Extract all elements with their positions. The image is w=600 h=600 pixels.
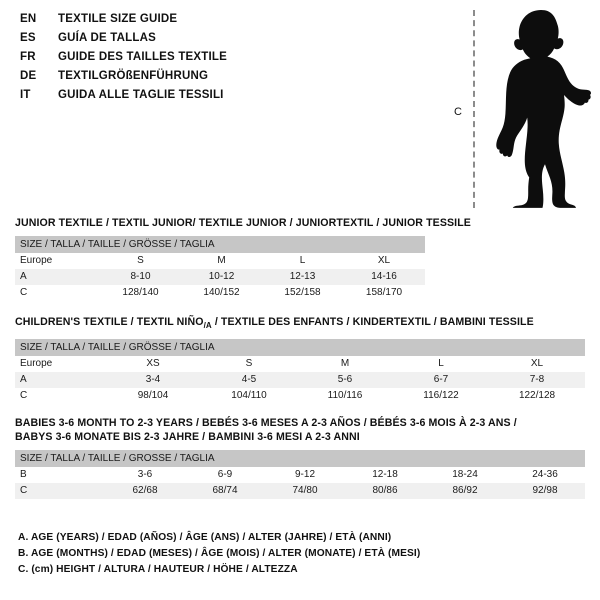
table-cell: 3-4	[105, 372, 201, 389]
section-title-children: CHILDREN'S TEXTILE / TEXTIL NIÑO/A / TEX…	[15, 315, 585, 333]
children-size-table: SIZE / TALLA / TAILLE / GRÖSSE / TAGLIA …	[15, 339, 586, 405]
table-cell: 6-9	[185, 467, 265, 483]
children-size-header-label: SIZE / TALLA / TAILLE / GRÖSSE / TAGLIA	[15, 339, 586, 357]
language-code-es: ES	[20, 32, 36, 44]
language-row: IT GUIDA ALLE TAGLIE TESSILI	[20, 89, 440, 108]
section-junior-textile: JUNIOR TEXTILE / TEXTIL JUNIOR/ TEXTILE …	[15, 216, 471, 301]
row-label: A	[15, 372, 105, 389]
language-row: EN TEXTILE SIZE GUIDE	[20, 13, 440, 32]
junior-size-table: SIZE / TALLA / TAILLE / GRÖSSE / TAGLIA …	[15, 236, 425, 301]
table-cell: 10-12	[181, 269, 262, 285]
babies-size-header-label: SIZE / TALLA / TAILLE / GROSSE / TAGLIA	[15, 450, 586, 467]
row-label: Europe	[15, 356, 105, 373]
section-children-textile: CHILDREN'S TEXTILE / TEXTIL NIÑO/A / TEX…	[15, 315, 586, 405]
table-cell: 86/92	[425, 483, 505, 499]
table-cell: 122/128	[489, 388, 586, 405]
table-cell: S	[100, 253, 181, 269]
table-row: A 8-10 10-12 12-13 14-16	[15, 269, 425, 285]
table-row: A 3-4 4-5 5-6 6-7 7-8	[15, 372, 586, 389]
guide-title-it: GUIDA ALLE TAGLIE TESSILI	[58, 89, 224, 101]
table-cell: 128/140	[100, 285, 181, 301]
table-cell: 5-6	[297, 372, 393, 389]
table-cell: 12-13	[262, 269, 343, 285]
table-row: C 128/140 140/152 152/158 158/170	[15, 285, 425, 301]
table-row: Europe XS S M L XL	[15, 356, 586, 373]
language-row: ES GUÍA DE TALLAS	[20, 32, 440, 51]
table-cell: 14-16	[343, 269, 425, 285]
table-cell: 4-5	[201, 372, 297, 389]
row-label: C	[15, 388, 105, 405]
table-cell: XL	[343, 253, 425, 269]
table-cell: S	[201, 356, 297, 373]
section-title-babies-line2: BABYS 3-6 MONATE BIS 2-3 JAHRE / BAMBINI…	[15, 431, 360, 443]
table-cell: 12-18	[345, 467, 425, 483]
guide-title-en: TEXTILE SIZE GUIDE	[58, 13, 178, 25]
table-cell: 116/122	[393, 388, 489, 405]
table-cell: 110/116	[297, 388, 393, 405]
table-row: C 62/68 68/74 74/80 80/86 86/92 92/98	[15, 483, 586, 499]
row-label: B	[15, 467, 105, 483]
table-cell: 6-7	[393, 372, 489, 389]
table-cell: 158/170	[343, 285, 425, 301]
legend-line-b: B. AGE (MONTHS) / EDAD (MESES) / ÂGE (MO…	[18, 548, 421, 559]
legend-line-c: C. (cm) HEIGHT / ALTURA / HAUTEUR / HÖHE…	[18, 564, 298, 575]
table-cell: 24-36	[505, 467, 586, 483]
language-header-block: EN TEXTILE SIZE GUIDE ES GUÍA DE TALLAS …	[20, 13, 440, 108]
height-illustration: C	[440, 5, 600, 210]
table-cell: M	[181, 253, 262, 269]
row-label: C	[15, 483, 105, 499]
table-cell: 8-10	[100, 269, 181, 285]
table-cell: 62/68	[105, 483, 185, 499]
section-babies-textile: BABIES 3-6 MONTH TO 2-3 YEARS / BEBÉS 3-…	[15, 416, 586, 499]
toddler-silhouette-icon	[496, 10, 591, 208]
section-title-children-subscript: /A	[203, 321, 212, 331]
section-title-children-part1: CHILDREN'S TEXTILE / TEXTIL NIÑO	[15, 316, 204, 328]
language-code-de: DE	[20, 70, 37, 82]
table-cell: 9-12	[265, 467, 345, 483]
guide-title-de: TEXTILGRÖßENFÜHRUNG	[58, 70, 209, 82]
table-cell: 18-24	[425, 467, 505, 483]
table-cell: M	[297, 356, 393, 373]
row-label: C	[15, 285, 100, 301]
language-row: DE TEXTILGRÖßENFÜHRUNG	[20, 70, 440, 89]
section-title-babies-line1: BABIES 3-6 MONTH TO 2-3 YEARS / BEBÉS 3-…	[15, 417, 517, 429]
table-cell: 152/158	[262, 285, 343, 301]
table-cell: 104/110	[201, 388, 297, 405]
junior-size-header-label: SIZE / TALLA / TAILLE / GRÖSSE / TAGLIA	[15, 236, 425, 253]
row-label: A	[15, 269, 100, 285]
table-cell: L	[393, 356, 489, 373]
table-column-header-row: SIZE / TALLA / TAILLE / GRÖSSE / TAGLIA	[15, 339, 586, 357]
table-row: Europe S M L XL	[15, 253, 425, 269]
guide-title-es: GUÍA DE TALLAS	[58, 32, 156, 44]
table-cell: 3-6	[105, 467, 185, 483]
table-cell: XS	[105, 356, 201, 373]
legend-line-a: A. AGE (YEARS) / EDAD (AÑOS) / ÂGE (ANS)…	[18, 532, 392, 543]
table-row: C 98/104 104/110 110/116 116/122 122/128	[15, 388, 586, 405]
language-row: FR GUIDE DES TAILLES TEXTILE	[20, 51, 440, 70]
row-label: Europe	[15, 253, 100, 269]
language-code-it: IT	[20, 89, 31, 101]
table-cell: 74/80	[265, 483, 345, 499]
table-cell: 7-8	[489, 372, 586, 389]
measurement-legend: A. AGE (YEARS) / EDAD (AÑOS) / ÂGE (ANS)…	[18, 530, 420, 578]
table-column-header-row: SIZE / TALLA / TAILLE / GRÖSSE / TAGLIA	[15, 236, 425, 253]
table-cell: 140/152	[181, 285, 262, 301]
height-measure-dashed-line	[473, 10, 475, 208]
table-cell: XL	[489, 356, 586, 373]
table-cell: 98/104	[105, 388, 201, 405]
language-code-fr: FR	[20, 51, 36, 63]
height-measure-label: C	[454, 106, 462, 118]
table-cell: 80/86	[345, 483, 425, 499]
table-cell: 68/74	[185, 483, 265, 499]
guide-title-fr: GUIDE DES TAILLES TEXTILE	[58, 51, 227, 63]
table-row: B 3-6 6-9 9-12 12-18 18-24 24-36	[15, 467, 586, 483]
section-title-children-part2: / TEXTILE DES ENFANTS / KINDERTEXTIL / B…	[211, 316, 534, 328]
table-column-header-row: SIZE / TALLA / TAILLE / GROSSE / TAGLIA	[15, 450, 586, 467]
language-code-en: EN	[20, 13, 37, 25]
table-cell: L	[262, 253, 343, 269]
section-title-junior: JUNIOR TEXTILE / TEXTIL JUNIOR/ TEXTILE …	[15, 217, 471, 229]
table-cell: 92/98	[505, 483, 586, 499]
babies-size-table: SIZE / TALLA / TAILLE / GROSSE / TAGLIA …	[15, 450, 586, 499]
